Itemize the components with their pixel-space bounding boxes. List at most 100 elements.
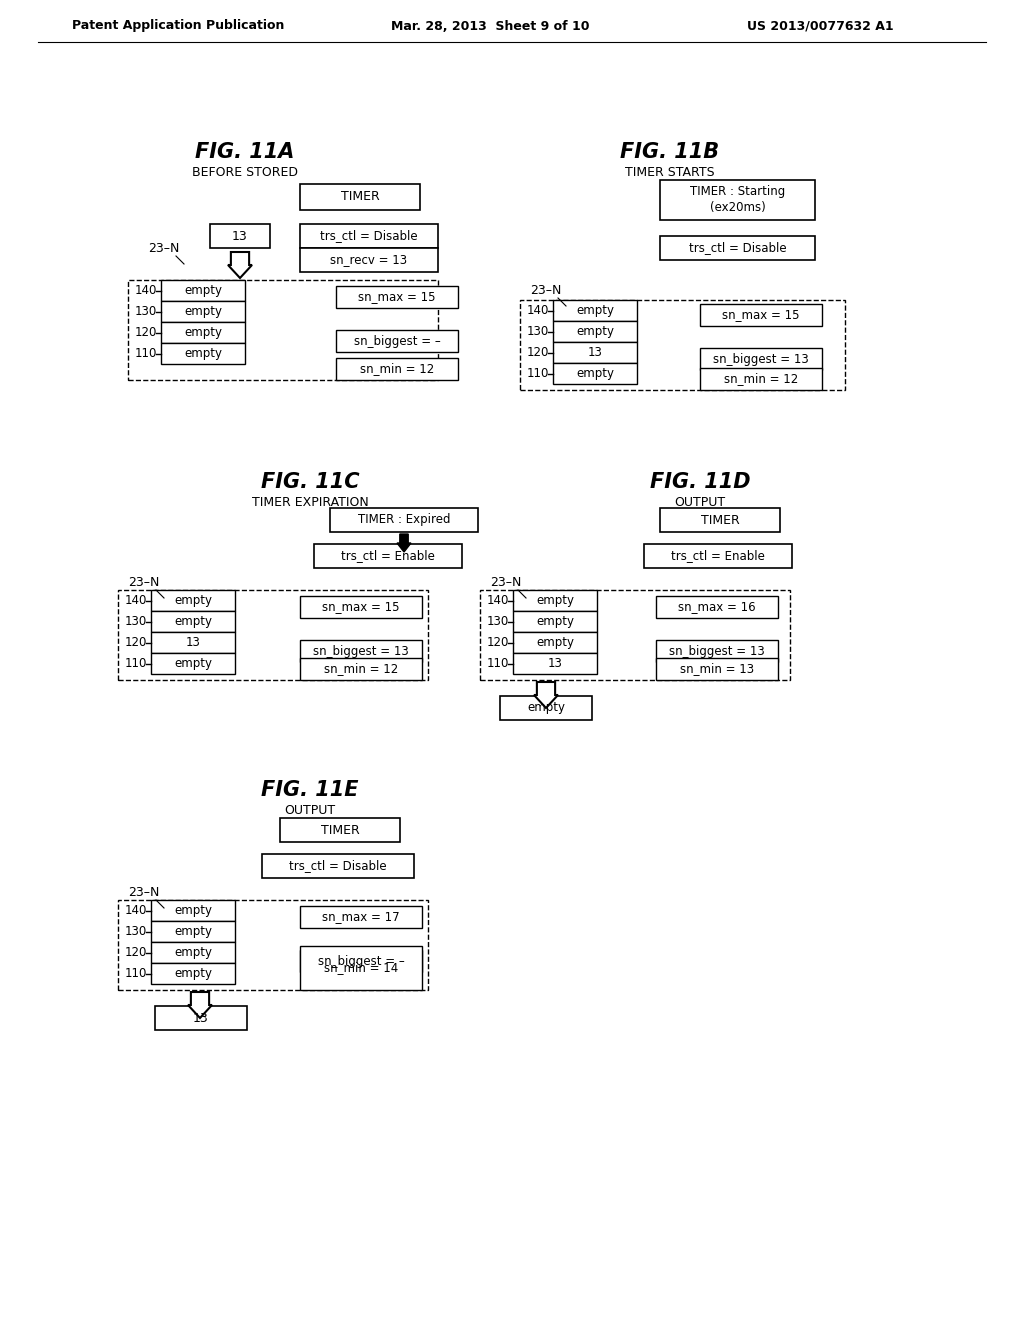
- Bar: [300, 248, 438, 272]
- Bar: [161, 280, 245, 301]
- Bar: [280, 818, 400, 842]
- Text: empty: empty: [536, 615, 574, 628]
- Bar: [656, 640, 778, 663]
- Text: TIMER: TIMER: [341, 190, 379, 203]
- Bar: [660, 180, 815, 220]
- Bar: [128, 280, 438, 380]
- Bar: [700, 304, 822, 326]
- Text: sn_min = 13: sn_min = 13: [680, 663, 754, 676]
- Text: empty: empty: [527, 701, 565, 714]
- Bar: [300, 183, 420, 210]
- Text: 23–N: 23–N: [490, 576, 521, 589]
- Bar: [513, 590, 597, 611]
- Bar: [644, 544, 792, 568]
- Text: FIG. 11C: FIG. 11C: [261, 473, 359, 492]
- Text: empty: empty: [575, 325, 614, 338]
- Bar: [336, 330, 458, 352]
- Text: empty: empty: [536, 594, 574, 607]
- Text: 13: 13: [194, 1011, 209, 1024]
- Text: empty: empty: [174, 925, 212, 939]
- Text: 120: 120: [486, 636, 509, 649]
- Text: trs_ctl = Disable: trs_ctl = Disable: [689, 242, 786, 255]
- Text: TIMER: TIMER: [321, 824, 359, 837]
- Bar: [300, 597, 422, 618]
- Bar: [118, 900, 428, 990]
- Text: sn_biggest = 13: sn_biggest = 13: [713, 352, 809, 366]
- Text: (ex20ms): (ex20ms): [710, 202, 765, 214]
- Text: sn_min = 12: sn_min = 12: [324, 663, 398, 676]
- Text: empty: empty: [174, 904, 212, 917]
- Bar: [161, 343, 245, 364]
- Text: 110: 110: [125, 968, 147, 979]
- Text: sn_max = 15: sn_max = 15: [323, 601, 399, 614]
- Text: sn_biggest = 13: sn_biggest = 13: [669, 644, 765, 657]
- Bar: [151, 900, 234, 921]
- Bar: [262, 854, 414, 878]
- Text: 120: 120: [125, 946, 147, 960]
- Text: sn_biggest = –: sn_biggest = –: [317, 954, 404, 968]
- Text: sn_min = 12: sn_min = 12: [724, 372, 798, 385]
- Bar: [513, 611, 597, 632]
- Bar: [151, 653, 234, 675]
- Text: TIMER : Starting: TIMER : Starting: [690, 186, 785, 198]
- Bar: [155, 1006, 247, 1030]
- Text: 120: 120: [135, 326, 158, 339]
- Text: empty: empty: [184, 305, 222, 318]
- Bar: [300, 906, 422, 928]
- Text: TIMER : Expired: TIMER : Expired: [357, 513, 451, 527]
- Bar: [151, 632, 234, 653]
- Bar: [210, 224, 270, 248]
- Text: sn_min = 12: sn_min = 12: [359, 363, 434, 375]
- Text: 130: 130: [486, 615, 509, 628]
- Text: 13: 13: [588, 346, 602, 359]
- Bar: [300, 224, 438, 248]
- Text: 130: 130: [125, 925, 147, 939]
- Bar: [700, 368, 822, 389]
- Text: 140: 140: [526, 304, 549, 317]
- Text: 120: 120: [526, 346, 549, 359]
- Text: 130: 130: [125, 615, 147, 628]
- Text: TIMER STARTS: TIMER STARTS: [626, 165, 715, 178]
- Text: empty: empty: [174, 615, 212, 628]
- Text: sn_recv = 13: sn_recv = 13: [331, 253, 408, 267]
- Bar: [300, 950, 422, 972]
- Text: 110: 110: [125, 657, 147, 671]
- Text: empty: empty: [184, 347, 222, 360]
- Text: empty: empty: [575, 304, 614, 317]
- Bar: [660, 236, 815, 260]
- Text: Mar. 28, 2013  Sheet 9 of 10: Mar. 28, 2013 Sheet 9 of 10: [391, 20, 589, 33]
- Text: FIG. 11E: FIG. 11E: [261, 780, 358, 800]
- Text: 13: 13: [185, 636, 201, 649]
- Bar: [151, 964, 234, 983]
- Text: 120: 120: [125, 636, 147, 649]
- Bar: [161, 301, 245, 322]
- Text: empty: empty: [536, 636, 574, 649]
- Text: empty: empty: [174, 968, 212, 979]
- Text: empty: empty: [174, 946, 212, 960]
- Bar: [151, 921, 234, 942]
- Bar: [314, 544, 462, 568]
- Text: FIG. 11B: FIG. 11B: [621, 143, 720, 162]
- Text: empty: empty: [174, 594, 212, 607]
- Bar: [336, 286, 458, 308]
- Bar: [513, 653, 597, 675]
- Text: BEFORE STORED: BEFORE STORED: [193, 165, 298, 178]
- Polygon shape: [188, 993, 212, 1018]
- Bar: [300, 640, 422, 663]
- Text: 140: 140: [135, 284, 158, 297]
- Polygon shape: [534, 682, 558, 708]
- Bar: [300, 946, 422, 990]
- Text: TIMER: TIMER: [700, 513, 739, 527]
- Bar: [336, 358, 458, 380]
- Text: empty: empty: [184, 284, 222, 297]
- Bar: [161, 322, 245, 343]
- Text: 140: 140: [125, 904, 147, 917]
- Text: sn_max = 15: sn_max = 15: [358, 290, 436, 304]
- Text: OUTPUT: OUTPUT: [675, 495, 726, 508]
- Text: sn_biggest = –: sn_biggest = –: [353, 334, 440, 347]
- Bar: [500, 696, 592, 719]
- Bar: [151, 590, 234, 611]
- Bar: [513, 632, 597, 653]
- Bar: [660, 508, 780, 532]
- Text: empty: empty: [184, 326, 222, 339]
